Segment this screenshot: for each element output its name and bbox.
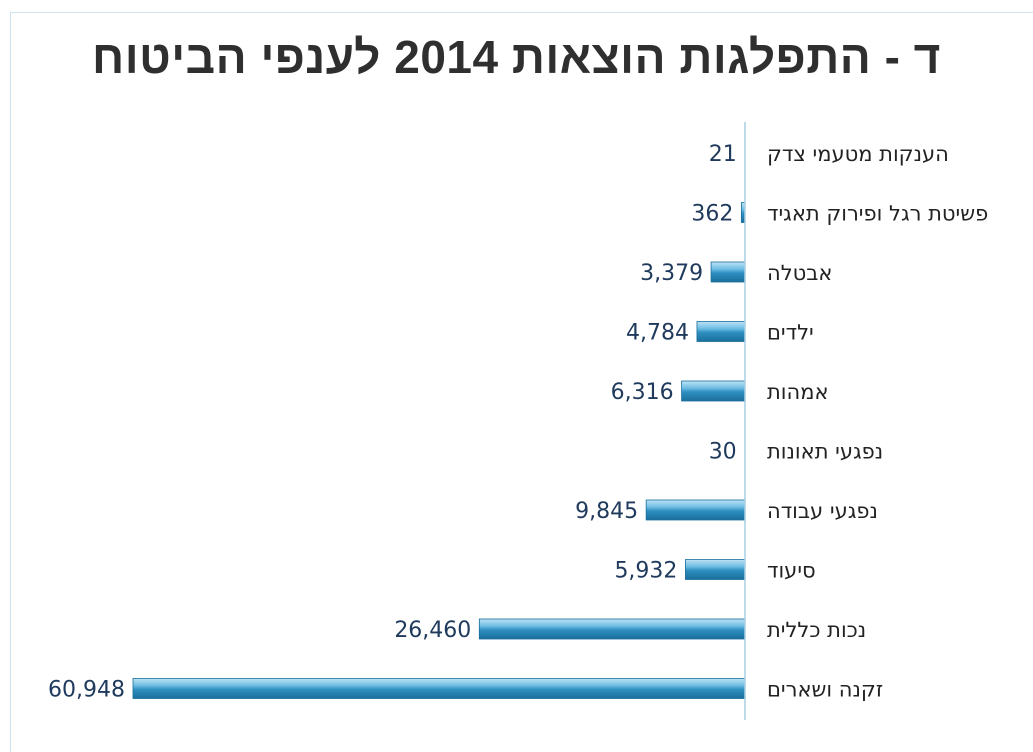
category-label-5: אמהות — [767, 380, 829, 404]
category-label-9: נכות כללית — [767, 618, 866, 642]
category-label-1: הענקות מטעמי צדק — [767, 142, 949, 166]
category-label-3: אבטלה — [767, 261, 832, 285]
value-label-8: 5,932 — [614, 559, 677, 584]
value-label-9: 26,460 — [394, 618, 471, 643]
value-label-6: 30 — [709, 440, 737, 465]
category-label-4: ילדים — [767, 321, 814, 345]
value-label-10: 60,948 — [48, 678, 125, 703]
value-label-5: 6,316 — [611, 380, 674, 405]
category-label-8: סיעוד — [767, 559, 816, 583]
bar-3 — [710, 261, 746, 283]
category-label-2: פשיטת רגל ופירוק תאגיד — [767, 202, 988, 226]
chart-title: ד - התפלגות הוצאות 2014 לענפי הביטוח — [92, 31, 941, 83]
bar-8 — [685, 559, 746, 580]
value-label-1: 21 — [709, 142, 737, 167]
value-label-7: 9,845 — [575, 499, 638, 524]
chart-frame — [10, 12, 1033, 752]
category-label-10: זקנה ושארים — [767, 678, 883, 702]
value-label-2: 362 — [691, 202, 733, 227]
bar-5 — [681, 380, 746, 402]
category-label-7: נפגעי עבודה — [767, 499, 878, 523]
bar-9 — [478, 618, 746, 640]
bar-10 — [132, 678, 746, 699]
bar-7 — [645, 499, 746, 521]
category-label-6: נפגעי תאונות — [767, 440, 883, 464]
value-label-3: 3,379 — [640, 261, 703, 286]
bar-4 — [696, 321, 746, 342]
value-label-4: 4,784 — [626, 321, 689, 346]
